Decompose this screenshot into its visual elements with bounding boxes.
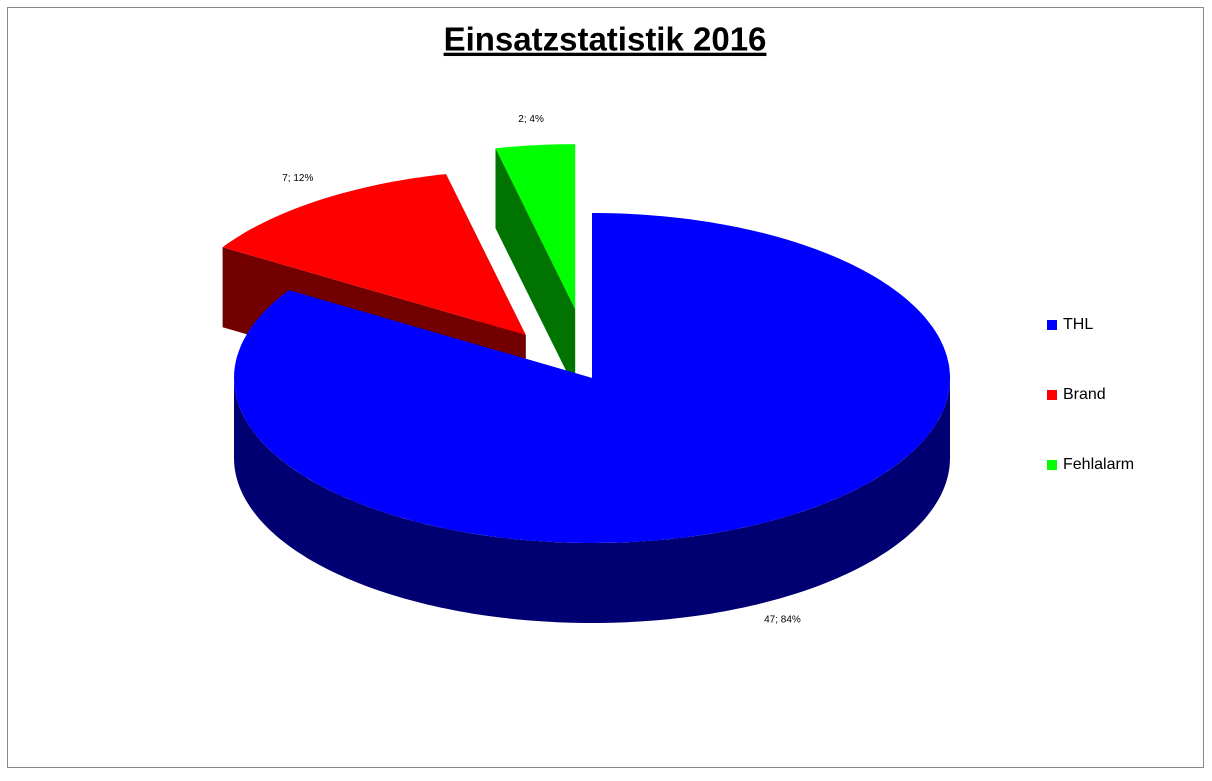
value-label: 47; 84% (764, 614, 801, 625)
slice (495, 144, 576, 310)
legend-label: Brand (1063, 386, 1106, 403)
legend-label: THL (1063, 316, 1093, 333)
value-label: 2; 4% (518, 114, 544, 125)
slice (222, 174, 526, 335)
value-label: 7; 12% (282, 173, 313, 184)
legend-swatch (1047, 390, 1057, 400)
legend-swatch (1047, 460, 1057, 470)
pie: 7; 12% 2; 4% 47; 84% (222, 114, 950, 625)
slice-wall (495, 148, 576, 390)
legend-swatch (1047, 320, 1057, 330)
chart-title: Einsatzstatistik 2016 (444, 21, 767, 58)
legend-label: Fehlalarm (1063, 456, 1134, 473)
legend: THL Brand Fehlalarm (1047, 316, 1134, 473)
slice (234, 213, 950, 543)
slice-side (234, 378, 950, 623)
